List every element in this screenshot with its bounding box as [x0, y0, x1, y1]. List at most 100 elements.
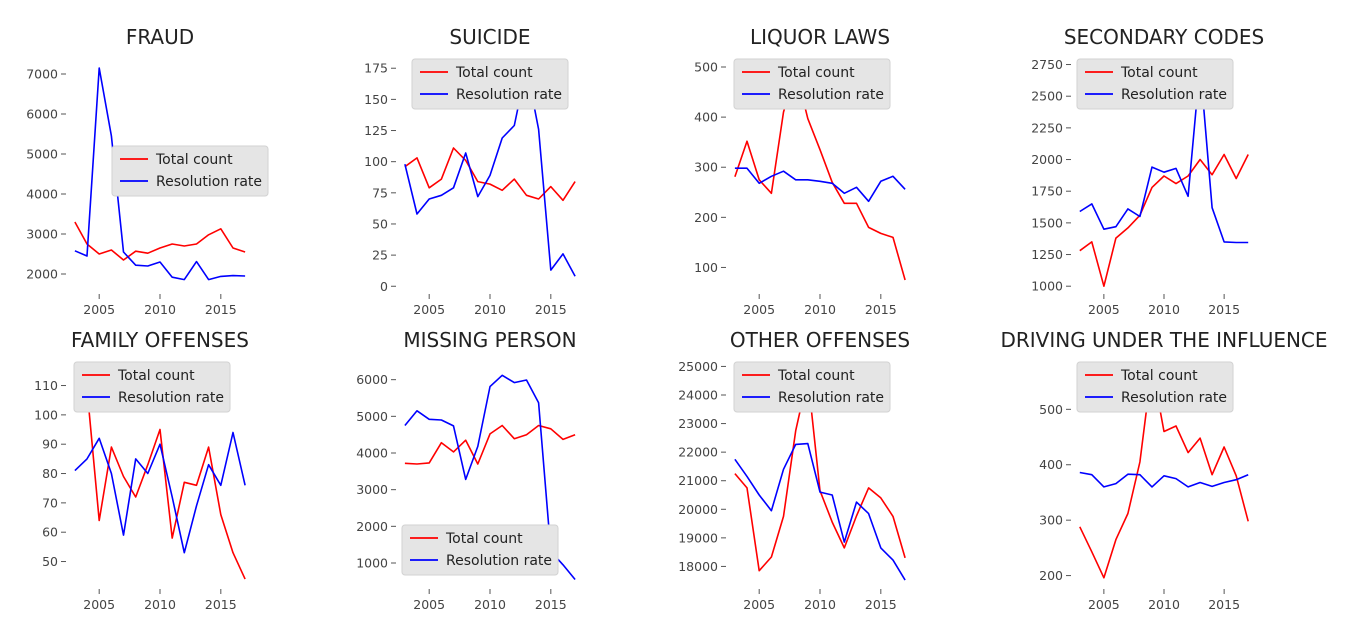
legend-box: [733, 361, 891, 413]
x-tick-label: 2005: [83, 302, 115, 317]
total-count-line: [1079, 153, 1249, 288]
y-tick-label: 3000: [26, 227, 58, 242]
x-tick-label: 2010: [144, 302, 176, 317]
y-tick-label: 6000: [26, 107, 58, 122]
resolution-rate-line: [404, 66, 576, 277]
legend-label-total-count: Total count: [155, 152, 233, 168]
y-tick-label: 70: [42, 495, 58, 510]
x-tick-label: 2010: [804, 597, 836, 612]
legend-box: [73, 361, 231, 413]
x-tick-label: 2005: [413, 302, 445, 317]
y-tick-label: 80: [42, 466, 58, 481]
y-tick-label: 25: [372, 248, 388, 263]
chart-title: FAMILY OFFENSES: [71, 328, 249, 352]
y-tick-label: 200: [694, 210, 718, 225]
y-tick-label: 22000: [678, 445, 718, 460]
legend: Total count Resolution rate: [73, 361, 231, 413]
chart-panel-5: FAMILY OFFENSES 50 60 70 80 90 100 110 2005 2010 2…: [34, 328, 249, 612]
y-tick-label: 1750: [1031, 184, 1063, 199]
chart-panel-8: DRIVING UNDER THE INFLUENCE 200 300 400 500 2…: [1000, 328, 1327, 612]
y-tick-label: 100: [364, 154, 388, 169]
y-tick-label: 125: [364, 123, 388, 138]
total-count-line: [74, 221, 246, 261]
chart-title: MISSING PERSON: [403, 328, 576, 352]
y-tick-label: 150: [364, 92, 388, 107]
legend-label-total-count: Total count: [777, 368, 855, 384]
y-tick-label: 23000: [678, 416, 718, 431]
x-tick-label: 2015: [205, 597, 237, 612]
y-tick-label: 4000: [26, 187, 58, 202]
chart-panel-2: SUICIDE 0 25 50 75 100 125 150 175 2005 2010 2015 To…: [364, 25, 576, 317]
y-tick-label: 5000: [26, 147, 58, 162]
y-tick-label: 400: [1039, 457, 1063, 472]
total-count-line: [734, 68, 906, 281]
chart-title: FRAUD: [126, 25, 194, 49]
chart-title: DRIVING UNDER THE INFLUENCE: [1000, 328, 1327, 352]
total-count-line: [74, 367, 246, 580]
x-tick-label: 2005: [413, 597, 445, 612]
legend-label-resolution-rate: Resolution rate: [156, 174, 262, 190]
y-tick-label: 24000: [678, 388, 718, 403]
y-tick-label: 60: [42, 525, 58, 540]
legend: Total count Resolution rate: [1076, 58, 1234, 110]
legend-box: [401, 524, 559, 576]
chart-title: SECONDARY CODES: [1064, 25, 1264, 49]
legend-label-resolution-rate: Resolution rate: [118, 390, 224, 406]
x-tick-label: 2015: [535, 597, 567, 612]
legend-label-resolution-rate: Resolution rate: [446, 553, 552, 569]
y-tick-label: 2000: [356, 519, 388, 534]
x-tick-label: 2015: [1208, 302, 1240, 317]
legend-label-total-count: Total count: [455, 65, 533, 81]
x-tick-label: 2010: [474, 302, 506, 317]
legend: Total count Resolution rate: [1076, 361, 1234, 413]
y-tick-label: 5000: [356, 409, 388, 424]
legend-box: [733, 58, 891, 110]
x-tick-label: 2005: [83, 597, 115, 612]
y-tick-label: 19000: [678, 530, 718, 545]
resolution-rate-line: [74, 431, 246, 554]
resolution-rate-line: [734, 442, 906, 581]
legend-label-total-count: Total count: [777, 65, 855, 81]
legend-box: [111, 145, 269, 197]
y-tick-label: 3000: [356, 482, 388, 497]
legend-label-resolution-rate: Resolution rate: [1121, 87, 1227, 103]
resolution-rate-line: [1079, 63, 1249, 244]
y-tick-label: 6000: [356, 372, 388, 387]
y-tick-label: 500: [1039, 402, 1063, 417]
x-tick-label: 2005: [743, 302, 775, 317]
y-tick-label: 100: [694, 260, 718, 275]
x-tick-label: 2015: [865, 597, 897, 612]
chart-panel-3: LIQUOR LAWS 100 200 300 400 500 2005 2010 2015 To…: [694, 25, 906, 317]
x-tick-label: 2010: [1148, 597, 1180, 612]
x-tick-label: 2005: [743, 597, 775, 612]
x-tick-label: 2015: [1208, 597, 1240, 612]
legend: Total count Resolution rate: [733, 58, 891, 110]
total-count-line: [1079, 365, 1249, 579]
y-tick-label: 1000: [1031, 279, 1063, 294]
y-tick-label: 400: [694, 110, 718, 125]
y-tick-label: 50: [372, 216, 388, 231]
y-tick-label: 75: [372, 185, 388, 200]
legend-label-total-count: Total count: [1120, 65, 1198, 81]
total-count-line: [404, 424, 576, 465]
chart-title: LIQUOR LAWS: [750, 25, 890, 49]
legend-label-total-count: Total count: [1120, 368, 1198, 384]
total-count-line: [404, 147, 576, 202]
x-tick-label: 2015: [865, 302, 897, 317]
resolution-rate-line: [74, 67, 246, 281]
chart-title: OTHER OFFENSES: [730, 328, 910, 352]
y-tick-label: 1250: [1031, 247, 1063, 262]
y-tick-label: 18000: [678, 559, 718, 574]
chart-panel-6: MISSING PERSON 1000 2000 3000 4000 5000 6000 20…: [356, 328, 576, 612]
x-tick-label: 2015: [205, 302, 237, 317]
x-tick-label: 2015: [535, 302, 567, 317]
y-tick-label: 50: [42, 554, 58, 569]
y-tick-label: 21000: [678, 473, 718, 488]
resolution-rate-line: [1079, 471, 1249, 488]
y-tick-label: 20000: [678, 502, 718, 517]
y-tick-label: 100: [34, 407, 58, 422]
y-tick-label: 1000: [356, 556, 388, 571]
legend: Total count Resolution rate: [733, 361, 891, 413]
x-tick-label: 2005: [1088, 302, 1120, 317]
